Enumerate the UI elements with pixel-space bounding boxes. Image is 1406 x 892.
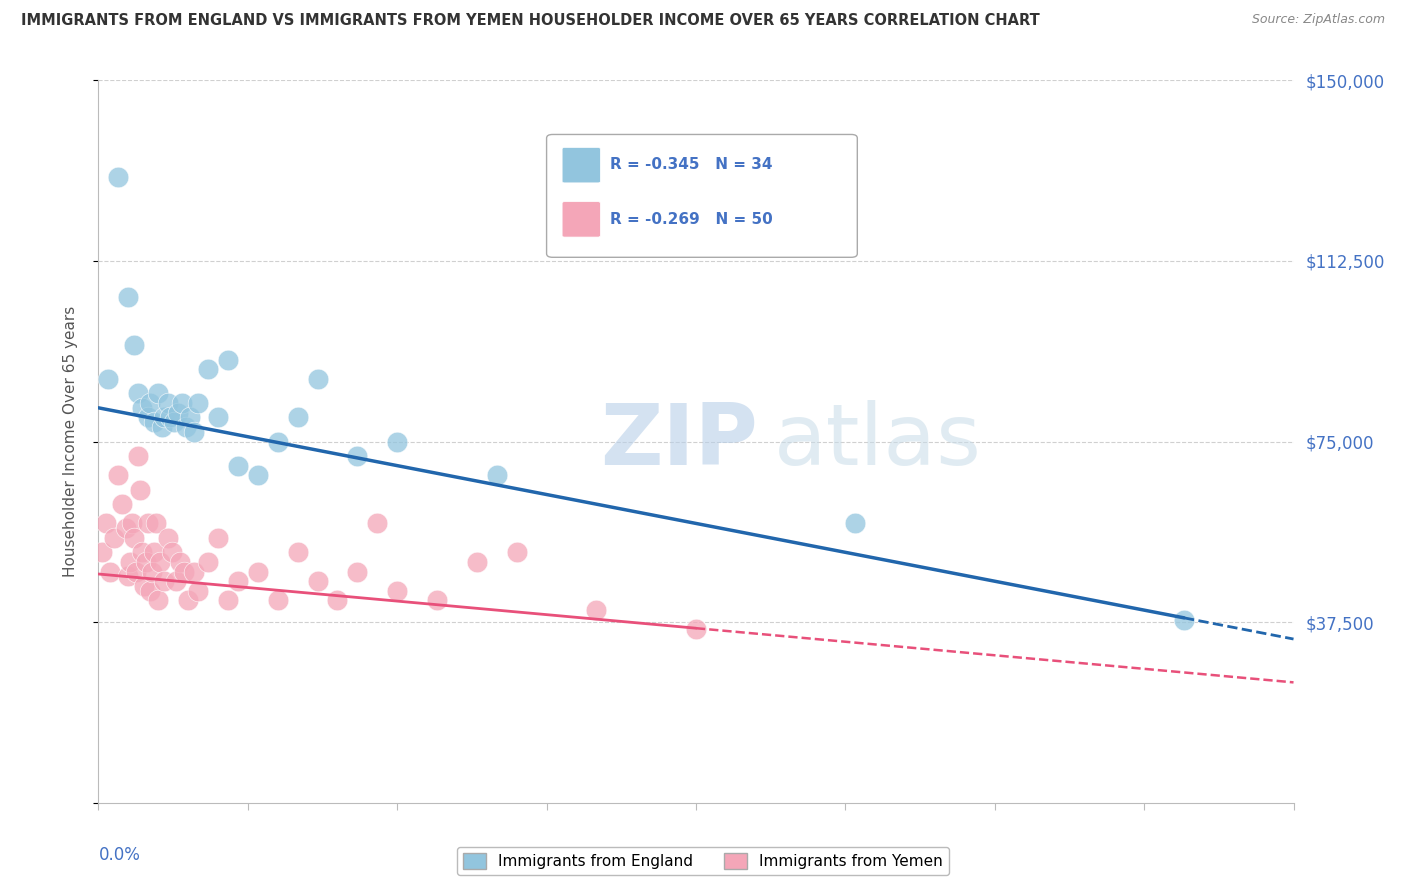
Point [465, 555, 488, 569]
Legend: Immigrants from England, Immigrants from Yemen: Immigrants from England, Immigrants from… [457, 847, 949, 875]
Point [385, 434, 409, 449]
Point [111, 497, 134, 511]
Point [131, 545, 153, 559]
Point [135, 555, 157, 569]
Point [125, 565, 148, 579]
Point [179, 410, 201, 425]
Point [96, 516, 118, 531]
Text: 0.0%: 0.0% [98, 847, 141, 864]
Point [177, 593, 200, 607]
Point [145, 516, 167, 531]
Point [287, 410, 309, 425]
Point [246, 468, 269, 483]
Point [149, 555, 172, 569]
Point [98, 565, 122, 579]
Text: R = -0.269   N = 50: R = -0.269 N = 50 [610, 211, 773, 227]
Point [226, 458, 249, 473]
Point [107, 169, 129, 184]
FancyBboxPatch shape [562, 147, 600, 183]
Point [187, 396, 209, 410]
Point [207, 410, 229, 425]
Point [124, 338, 146, 352]
Text: IMMIGRANTS FROM ENGLAND VS IMMIGRANTS FROM YEMEN HOUSEHOLDER INCOME OVER 65 YEAR: IMMIGRANTS FROM ENGLAND VS IMMIGRANTS FR… [21, 13, 1040, 29]
Point [139, 396, 162, 410]
Point [121, 516, 143, 531]
Point [165, 574, 187, 589]
Point [385, 583, 409, 598]
Point [150, 420, 173, 434]
Point [1173, 613, 1195, 627]
Point [307, 574, 329, 589]
Point [187, 583, 209, 598]
Point [426, 593, 449, 607]
Text: ZIP: ZIP [600, 400, 758, 483]
Point [115, 521, 138, 535]
Point [117, 569, 139, 583]
Point [139, 583, 162, 598]
Point [134, 579, 156, 593]
Point [159, 410, 181, 425]
Point [157, 531, 180, 545]
Point [197, 555, 219, 569]
Point [153, 410, 176, 425]
Point [246, 565, 269, 579]
Point [685, 623, 707, 637]
Point [141, 565, 163, 579]
Y-axis label: Householder Income Over 65 years: Householder Income Over 65 years [63, 306, 77, 577]
Point [153, 574, 176, 589]
Point [136, 410, 159, 425]
Point [346, 565, 368, 579]
Point [172, 396, 194, 410]
Point [346, 449, 368, 463]
Point [163, 415, 186, 429]
Point [506, 545, 529, 559]
Point [131, 401, 153, 415]
Point [326, 593, 349, 607]
Point [174, 420, 197, 434]
Point [136, 516, 159, 531]
Point [217, 593, 239, 607]
Point [127, 449, 149, 463]
Point [117, 290, 139, 304]
Point [143, 545, 166, 559]
Point [97, 372, 120, 386]
Point [307, 372, 329, 386]
Point [287, 545, 309, 559]
Point [120, 555, 142, 569]
Point [183, 565, 205, 579]
Text: R = -0.345   N = 34: R = -0.345 N = 34 [610, 157, 772, 172]
Point [173, 565, 195, 579]
Text: Source: ZipAtlas.com: Source: ZipAtlas.com [1251, 13, 1385, 27]
Point [91, 545, 114, 559]
Point [143, 415, 166, 429]
Point [217, 352, 239, 367]
Text: atlas: atlas [773, 400, 981, 483]
Point [157, 396, 180, 410]
Point [366, 516, 388, 531]
Point [148, 593, 170, 607]
Point [585, 603, 607, 617]
Point [127, 386, 149, 401]
FancyBboxPatch shape [562, 202, 600, 237]
Point [844, 516, 866, 531]
Point [160, 545, 183, 559]
Point [107, 468, 129, 483]
Point [267, 593, 290, 607]
Point [103, 531, 125, 545]
Point [207, 531, 229, 545]
Point [124, 531, 146, 545]
Point [226, 574, 249, 589]
Point [197, 362, 219, 376]
FancyBboxPatch shape [547, 135, 858, 257]
Point [267, 434, 290, 449]
Point [169, 555, 191, 569]
Point [485, 468, 508, 483]
Point [183, 425, 205, 439]
Point [148, 386, 170, 401]
Point [129, 483, 152, 497]
Point [167, 406, 190, 420]
